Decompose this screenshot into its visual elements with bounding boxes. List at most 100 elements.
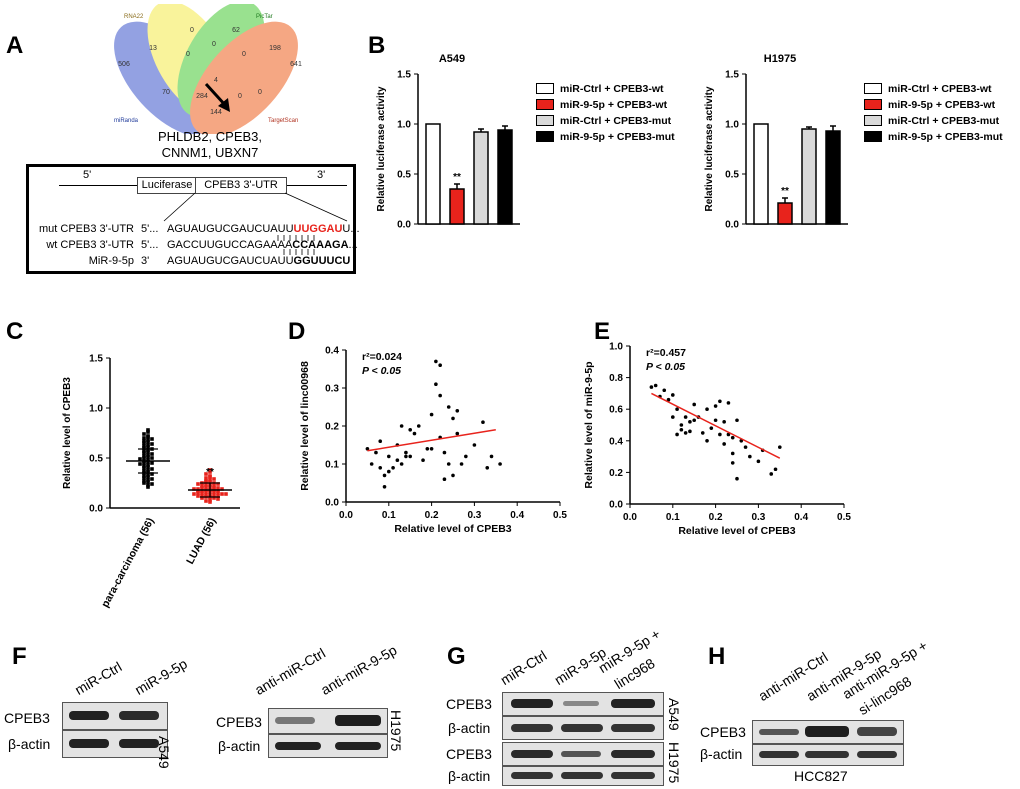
blot-h-band bbox=[759, 751, 799, 758]
blot-f2-cpeb3-membrane bbox=[268, 708, 388, 734]
blot-f2-row-actin: β-actin bbox=[218, 738, 261, 754]
blot-h-row-actin: β-actin bbox=[700, 746, 743, 762]
y-tick-label: 0.0 bbox=[89, 504, 103, 515]
legend-label: miR-Ctrl + CPEB3-mut bbox=[888, 114, 1000, 127]
mir-label: MiR-9-5p bbox=[88, 255, 134, 267]
data-point bbox=[434, 382, 438, 386]
data-point bbox=[142, 449, 146, 453]
data-point bbox=[382, 473, 387, 478]
y-tick-label: 0.4 bbox=[609, 436, 623, 447]
y-tick-label: 0.0 bbox=[325, 498, 339, 509]
data-point bbox=[208, 500, 212, 504]
blot-g-band bbox=[511, 750, 553, 758]
venn-count-r-mi: 13 bbox=[149, 45, 157, 52]
data-point bbox=[438, 393, 442, 398]
data-point bbox=[730, 435, 735, 440]
data-point bbox=[395, 458, 400, 462]
data-point bbox=[208, 468, 212, 472]
data-point bbox=[369, 462, 374, 466]
regression-line bbox=[367, 429, 496, 452]
data-point bbox=[705, 439, 709, 443]
blot-g-band bbox=[611, 772, 655, 779]
y-tick-label: 1.5 bbox=[725, 70, 739, 81]
legend-item: miR-Ctrl + CPEB3-mut bbox=[536, 113, 675, 128]
legend-item: miR-Ctrl + CPEB3-mut bbox=[864, 113, 1003, 128]
y-tick-label: 0.5 bbox=[725, 170, 739, 181]
data-point bbox=[778, 445, 782, 449]
venn-count-all: 4 bbox=[214, 77, 218, 84]
data-point bbox=[408, 428, 412, 432]
data-point bbox=[382, 485, 387, 489]
significance-label: ** bbox=[781, 186, 789, 197]
r-squared-label: r²=0.024 bbox=[362, 351, 402, 363]
data-point bbox=[212, 490, 216, 494]
x-tick-label: 0.0 bbox=[339, 510, 353, 521]
venn-count-pictar: 62 bbox=[232, 27, 240, 34]
data-point bbox=[679, 423, 684, 427]
significance-label: ** bbox=[206, 467, 214, 478]
data-point bbox=[216, 489, 220, 493]
data-point bbox=[224, 492, 228, 496]
data-point bbox=[675, 432, 679, 437]
data-point bbox=[204, 483, 208, 487]
y-axis-label: Relative level of miR-9-5p bbox=[583, 361, 595, 488]
data-point bbox=[472, 443, 477, 447]
data-point bbox=[192, 492, 196, 496]
data-point bbox=[700, 431, 705, 435]
x-axis-label: Relative level of CPEB3 bbox=[394, 523, 511, 535]
data-point bbox=[146, 485, 150, 489]
legend-swatch bbox=[536, 115, 554, 126]
data-point bbox=[196, 494, 200, 498]
data-point bbox=[142, 479, 146, 483]
data-point bbox=[142, 451, 146, 455]
y-tick-label: 1.0 bbox=[725, 120, 739, 131]
mut-seq-b: UUGGAU bbox=[293, 223, 343, 235]
venn-count-pt-ts: 198 bbox=[269, 45, 281, 52]
chart-cpeb3-vs-linc00968: 0.0 0.1 0.2 0.3 0.4 0.0 0.1 0.2 0.3 0.4 0.5 Relativ… bbox=[299, 346, 567, 536]
bar bbox=[801, 128, 817, 225]
y-axis-label: Relative level of CPEB3 bbox=[62, 377, 73, 489]
data-point bbox=[142, 476, 146, 480]
venn-count-r-ts-b: 0 bbox=[258, 89, 262, 96]
blot-f1-cell: A549 bbox=[156, 736, 172, 769]
y-tick-label: 0.0 bbox=[397, 220, 411, 231]
x-tick-label: 0.5 bbox=[553, 510, 567, 521]
x-tick-label: 0.2 bbox=[425, 510, 439, 521]
blot-g-row-actin-a: β-actin bbox=[448, 720, 491, 736]
data-point bbox=[142, 461, 146, 465]
blot-f1-band bbox=[69, 711, 109, 720]
data-point bbox=[150, 467, 154, 471]
blot-g-cell-1: A549 bbox=[666, 698, 682, 731]
y-tick-label: 0.4 bbox=[325, 346, 339, 357]
y-axis-label: Relative luciferase activity bbox=[704, 86, 715, 212]
mir-prefix: 3' bbox=[141, 255, 150, 267]
data-point bbox=[142, 454, 146, 458]
venn-count-mi-pt-ts: 284 bbox=[196, 93, 208, 100]
venn-set-pictar: PicTar bbox=[256, 14, 273, 20]
legend-swatch bbox=[536, 83, 554, 94]
r-squared-label: r²=0.457 bbox=[646, 347, 686, 359]
regression-line bbox=[651, 392, 781, 459]
data-point bbox=[404, 450, 408, 455]
data-point bbox=[387, 454, 391, 459]
legend-swatch bbox=[864, 83, 882, 94]
venn-arrow bbox=[204, 82, 230, 112]
mir-seq-b: GGUUUCU bbox=[293, 255, 351, 267]
y-tick-label: 0.8 bbox=[609, 373, 623, 384]
construct-zoom-lines bbox=[163, 192, 348, 255]
y-tick-label: 1.5 bbox=[397, 70, 411, 81]
data-point bbox=[208, 478, 212, 482]
x-tick-label: 0.1 bbox=[382, 510, 396, 521]
data-point bbox=[200, 484, 204, 488]
data-point bbox=[387, 469, 391, 474]
data-point bbox=[146, 435, 150, 439]
mut-sequence: AGUAUGUCGAUCUAUUUUGGAUU... bbox=[167, 223, 360, 235]
venn-count-mi-ts-b: 0 bbox=[238, 93, 242, 100]
data-point bbox=[146, 480, 150, 484]
data-point bbox=[142, 474, 146, 478]
venn-set-mirnda: miRanda bbox=[114, 118, 139, 124]
x-axis-label: Relative level of CPEB3 bbox=[678, 525, 795, 537]
bar bbox=[425, 123, 441, 225]
data-point bbox=[459, 462, 464, 466]
construct-utr: CPEB3 3'-UTR bbox=[195, 177, 287, 194]
